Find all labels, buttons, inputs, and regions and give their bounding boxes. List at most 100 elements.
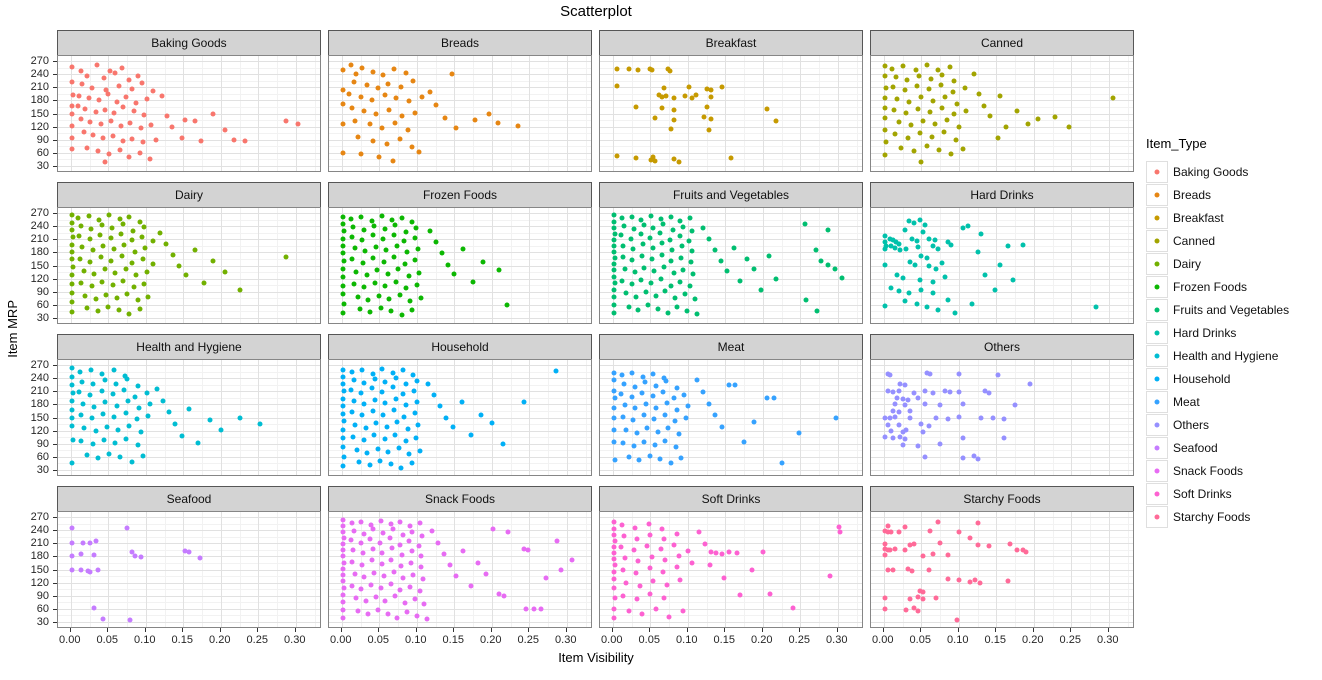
- x-tick-mark: [1107, 628, 1109, 632]
- y-gridline-major: [600, 252, 862, 254]
- data-point: [659, 94, 665, 100]
- x-gridline-minor: [277, 56, 278, 171]
- y-gridline-major: [329, 608, 591, 610]
- data-point: [79, 244, 85, 250]
- data-point: [611, 302, 616, 308]
- legend-item: Seafood: [1146, 436, 1289, 459]
- data-point: [421, 601, 427, 607]
- legend-label: Fruits and Vegetables: [1173, 302, 1290, 317]
- y-gridline-major: [58, 621, 320, 623]
- y-gridline-major: [871, 291, 1133, 293]
- data-point: [380, 72, 386, 78]
- data-point: [391, 407, 396, 413]
- x-tick-label: 0.05: [367, 634, 389, 646]
- data-point: [112, 440, 118, 446]
- data-point: [632, 384, 637, 390]
- y-gridline-major: [58, 430, 320, 432]
- facet-strip-label: Soft Drinks: [701, 492, 761, 506]
- y-gridline-major: [600, 278, 862, 280]
- data-point: [922, 401, 928, 407]
- data-point: [888, 428, 894, 434]
- y-gridline-major: [58, 87, 320, 89]
- y-gridline-major: [58, 317, 320, 319]
- data-point: [114, 295, 119, 301]
- x-gridline-minor: [631, 512, 633, 627]
- legend-item: Breakfast: [1146, 206, 1289, 229]
- data-point: [662, 412, 667, 417]
- y-gridline-minor: [329, 219, 591, 221]
- data-point: [340, 101, 346, 107]
- x-tick-label: 0.20: [751, 634, 773, 646]
- y-gridline-minor: [871, 549, 1133, 551]
- x-gridline-major: [416, 512, 418, 627]
- data-point: [915, 106, 921, 112]
- data-point: [796, 430, 802, 436]
- data-point: [678, 255, 684, 261]
- data-point: [672, 418, 678, 424]
- data-point: [133, 100, 139, 106]
- data-point: [951, 78, 957, 84]
- y-gridline-minor: [871, 463, 1133, 465]
- data-point: [69, 398, 74, 404]
- data-point: [732, 382, 738, 388]
- data-point: [827, 573, 833, 579]
- data-point: [948, 242, 954, 248]
- data-point: [686, 84, 691, 90]
- y-gridline-major: [600, 417, 862, 419]
- data-point: [123, 266, 128, 272]
- data-point: [927, 109, 932, 115]
- y-gridline-major: [329, 139, 591, 141]
- legend-label: Household: [1173, 371, 1231, 386]
- y-gridline-major: [329, 165, 591, 167]
- data-point: [626, 66, 632, 72]
- facet-soft-drinks: Soft Drinks 0.00 0.05 0.10 0.15 0.20 0.25 0.30: [599, 486, 863, 646]
- data-point: [667, 68, 673, 74]
- data-point: [207, 417, 212, 423]
- y-gridline-major: [871, 252, 1133, 254]
- y-gridline-minor: [58, 67, 320, 69]
- data-point: [668, 283, 673, 289]
- data-point: [69, 272, 75, 278]
- data-point: [897, 434, 903, 440]
- legend-items: Baking Goods Breads Breakfast Canned Dairy Fr…: [1146, 160, 1289, 528]
- data-point: [558, 567, 564, 573]
- data-point: [833, 415, 838, 421]
- data-point: [397, 136, 402, 142]
- x-gridline-minor: [202, 512, 203, 627]
- data-point: [671, 156, 676, 162]
- y-tick-mark: [53, 165, 57, 167]
- x-tick-mark: [219, 628, 221, 632]
- data-point: [944, 117, 950, 123]
- data-point: [425, 381, 431, 387]
- y-gridline-major: [329, 226, 591, 228]
- data-point: [632, 269, 637, 275]
- data-point: [671, 270, 676, 276]
- data-point: [139, 80, 145, 86]
- data-point: [652, 442, 658, 448]
- y-tick-label: 180: [30, 398, 49, 411]
- y-gridline-minor: [600, 424, 862, 426]
- data-point: [410, 572, 416, 578]
- x-gridline-major: [145, 208, 147, 323]
- facet-strip-label: Seafood: [166, 492, 212, 506]
- data-point: [634, 596, 640, 602]
- y-tick-label: 30: [36, 311, 49, 324]
- x-gridline-major: [1033, 360, 1035, 475]
- data-point: [340, 87, 345, 93]
- x-tick-label: 0.10: [405, 634, 427, 646]
- data-point: [652, 115, 658, 121]
- data-point: [410, 372, 416, 378]
- data-point: [192, 118, 197, 124]
- data-point: [350, 434, 356, 440]
- y-gridline-major: [600, 621, 862, 623]
- data-point: [110, 282, 116, 288]
- x-tick-label: 0.00: [872, 634, 894, 646]
- data-point: [340, 615, 346, 621]
- x-gridline-minor: [473, 56, 474, 171]
- x-gridline-major: [416, 360, 418, 475]
- x-gridline-major: [566, 512, 568, 627]
- legend-item: Dairy: [1146, 252, 1289, 275]
- y-gridline-major: [600, 100, 862, 102]
- y-gridline-minor: [600, 437, 862, 439]
- data-point: [390, 370, 396, 376]
